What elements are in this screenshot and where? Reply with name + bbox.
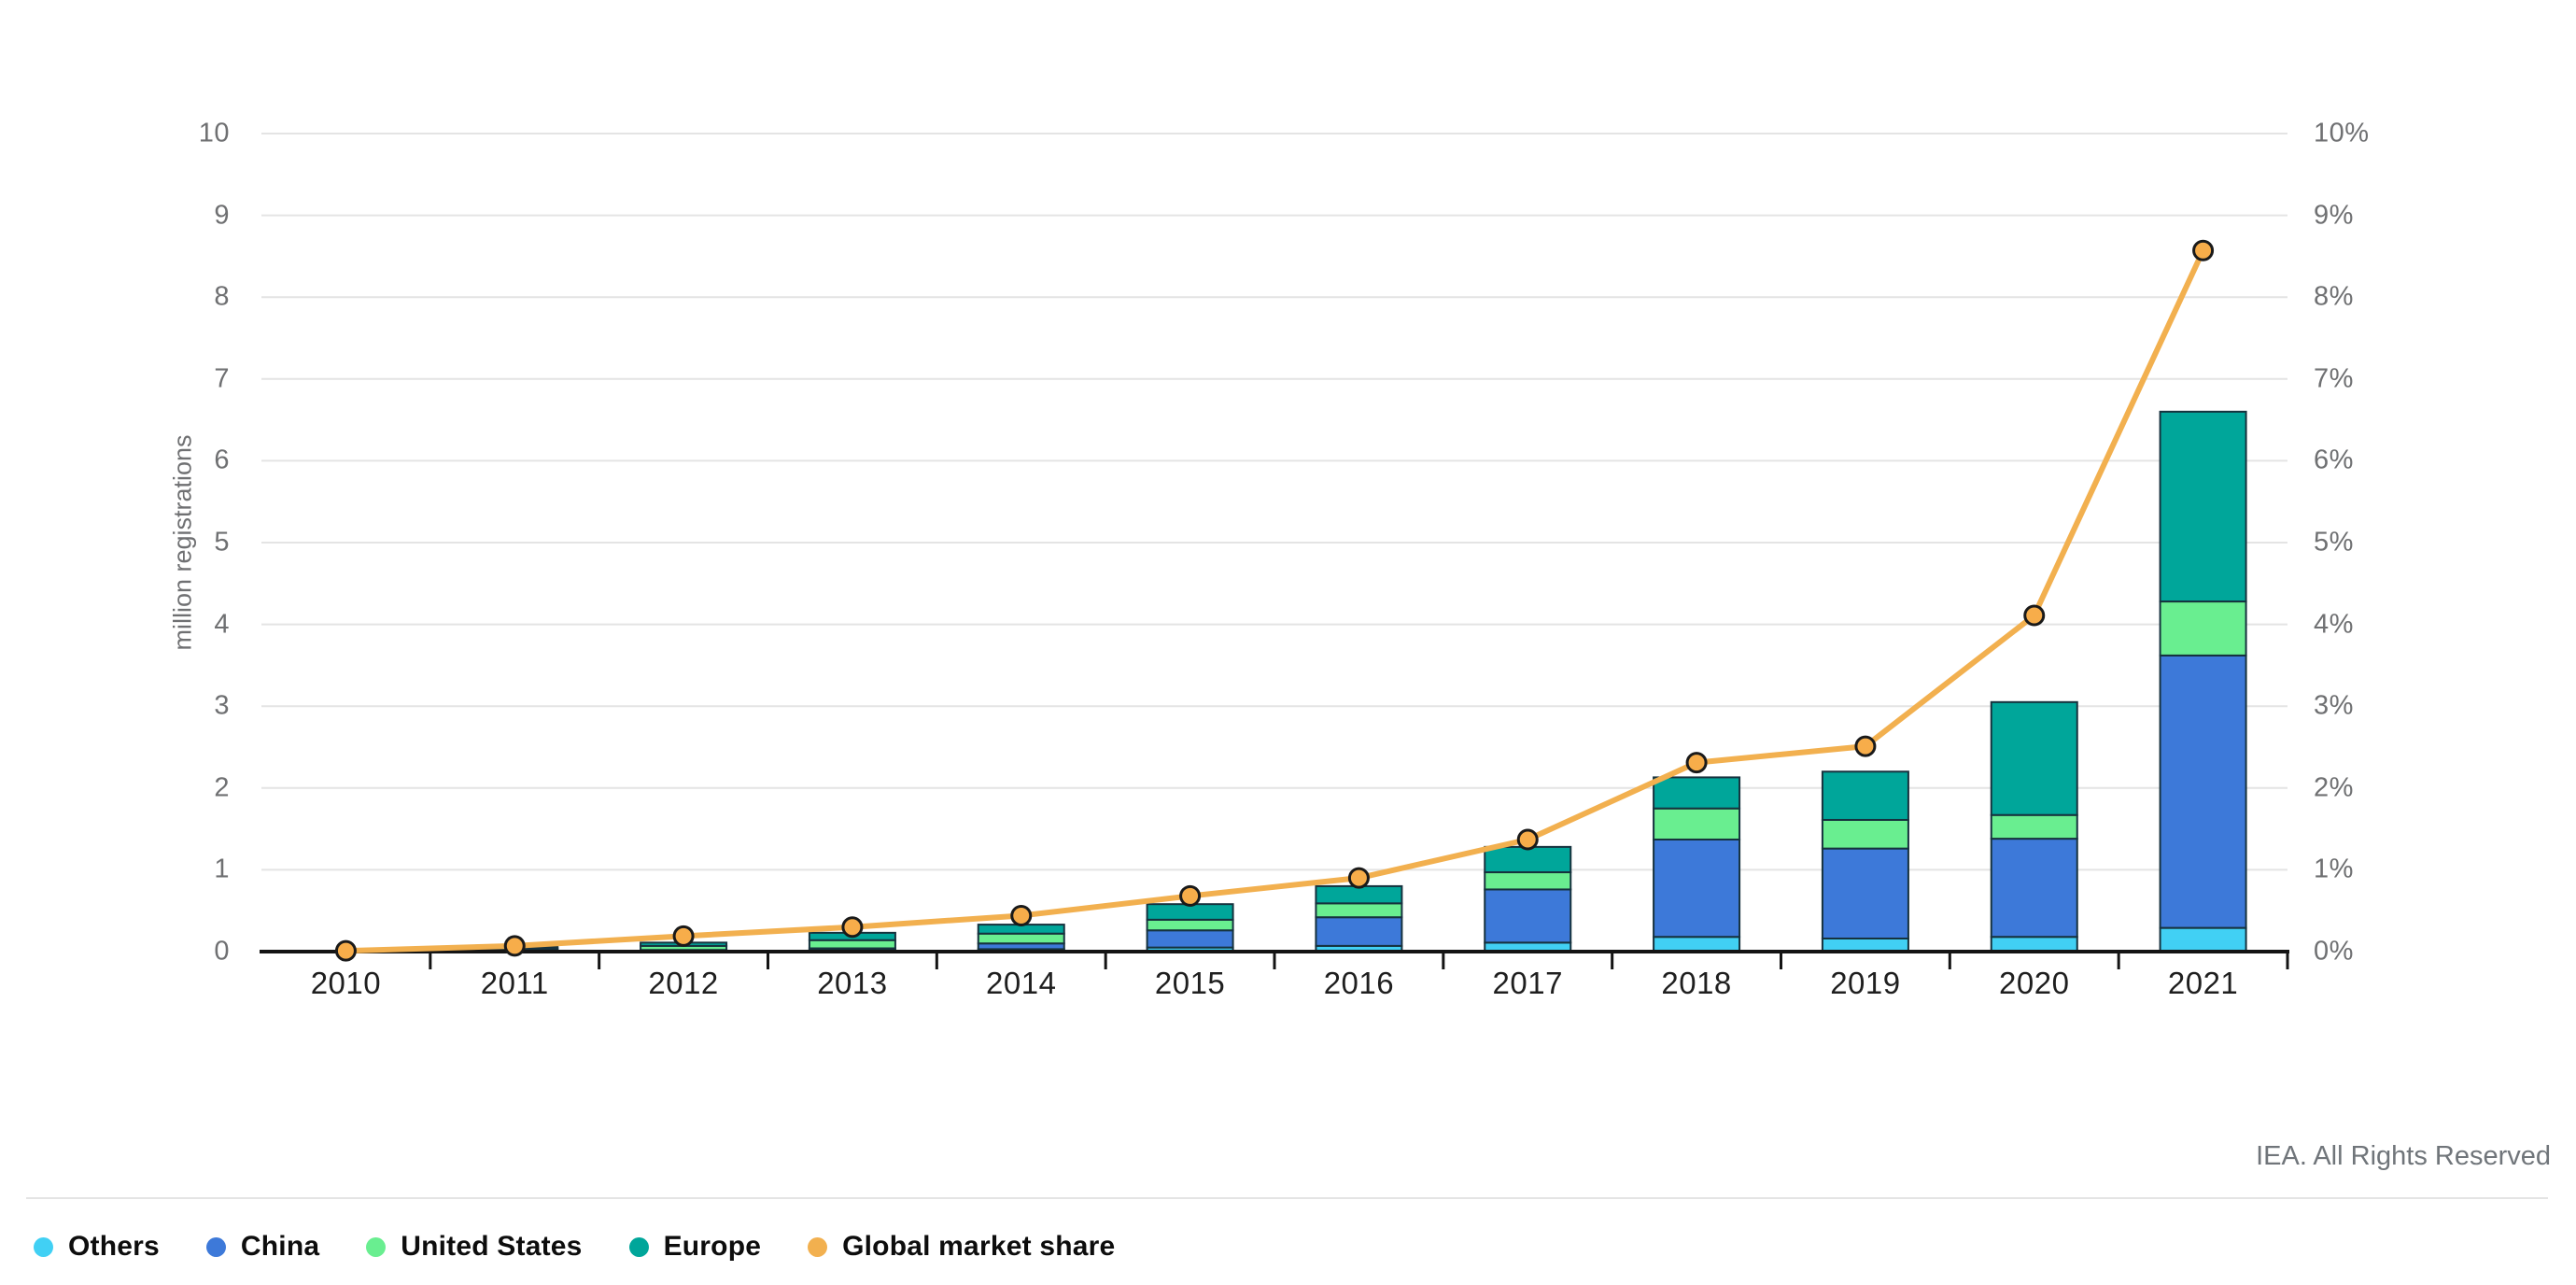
x-tick-label: 2018 <box>1661 966 1732 1000</box>
legend-label: Others <box>68 1231 160 1262</box>
bar-segment-united-states <box>1821 818 1909 850</box>
bar-segment-united-states <box>2159 600 2247 657</box>
y-tick-left: 6 <box>214 445 230 475</box>
y-tick-left: 7 <box>214 363 230 394</box>
y-tick-left: 2 <box>214 772 230 803</box>
x-tick-label: 2020 <box>1999 966 2070 1000</box>
market-share-marker <box>2192 239 2215 261</box>
bar-segment-china <box>1315 916 1403 947</box>
legend-label: Global market share <box>842 1231 1116 1262</box>
legend-dot-icon <box>34 1236 53 1257</box>
y-tick-left: 8 <box>214 281 230 312</box>
x-tick-label: 2011 <box>480 966 549 1000</box>
market-share-marker <box>1010 904 1033 926</box>
y-axis-title: million registrations <box>168 434 197 651</box>
legend-item-global-market-share[interactable]: Global market share <box>808 1231 1115 1263</box>
x-tick-label: 2010 <box>310 966 382 1000</box>
legend-dot-icon <box>628 1236 649 1257</box>
bar-segment-others <box>1653 936 1741 953</box>
bar-segment-europe <box>1653 776 1741 810</box>
market-share-marker <box>1685 752 1708 774</box>
legend-dot-icon <box>205 1236 226 1257</box>
y-tick-left: 3 <box>214 690 230 721</box>
bar-segment-china <box>2159 654 2247 929</box>
legend-label: United States <box>401 1231 583 1262</box>
x-tick-label: 2021 <box>2167 966 2239 1000</box>
bar-segment-others <box>1821 937 1909 953</box>
market-share-line <box>343 247 2206 954</box>
market-share-markers <box>334 239 2215 962</box>
bar-segment-china <box>1990 838 2078 939</box>
bar-segment-china <box>1484 888 1572 944</box>
market-share-marker <box>503 935 526 957</box>
market-share-marker <box>1347 867 1370 889</box>
y-tick-right: 1% <box>2314 854 2354 884</box>
gridlines <box>261 133 2287 871</box>
bar-segment-china <box>1146 929 1234 949</box>
y-tick-right: 7% <box>2314 363 2354 394</box>
y-tick-left: 5 <box>214 527 230 558</box>
x-tick-label: 2017 <box>1492 966 1563 1000</box>
bar-segment-united-states <box>808 939 896 950</box>
market-share-marker <box>2023 604 2046 627</box>
market-share-marker <box>841 916 864 939</box>
x-tick-label: 2014 <box>986 966 1057 1000</box>
legend-label: Europe <box>663 1231 762 1262</box>
y-tick-right: 6% <box>2314 445 2354 475</box>
legend-item-united-states[interactable]: United States <box>366 1231 582 1263</box>
market-share-marker <box>1516 828 1539 851</box>
legend-dot-icon <box>366 1236 387 1257</box>
y-tick-right: 2% <box>2314 772 2354 803</box>
bar-segment-united-states <box>1990 813 2078 840</box>
y-tick-right: 0% <box>2314 936 2354 967</box>
y-tick-right: 5% <box>2314 527 2354 558</box>
plot-svg <box>260 133 2289 969</box>
bar-segment-europe <box>1821 770 1909 821</box>
y-tick-right: 4% <box>2314 609 2354 640</box>
y-tick-left: 1 <box>214 854 230 884</box>
bar-segment-others <box>2159 926 2247 953</box>
x-tick-label: 2013 <box>817 966 888 1000</box>
bar-segment-europe <box>1484 845 1572 874</box>
y-tick-right: 8% <box>2314 281 2354 312</box>
y-tick-right: 9% <box>2314 200 2354 231</box>
x-tick-label: 2016 <box>1323 966 1395 1000</box>
bar-segment-europe <box>2159 410 2247 603</box>
legend-label: China <box>240 1231 320 1262</box>
x-tick-label: 2012 <box>648 966 719 1000</box>
bar-segment-china <box>1653 838 1741 939</box>
bar-segment-europe <box>1990 700 2078 816</box>
market-share-marker <box>334 939 357 962</box>
y-tick-left: 10 <box>198 118 230 148</box>
legend-dot-icon <box>808 1236 828 1257</box>
market-share-marker <box>672 925 695 947</box>
attribution-text: IEA. All Rights Reserved <box>2256 1141 2551 1171</box>
market-share-marker <box>1854 735 1877 757</box>
bar-segment-united-states <box>1315 902 1403 919</box>
legend-item-china[interactable]: China <box>205 1231 320 1263</box>
legend-divider <box>26 1197 2548 1199</box>
y-tick-left: 0 <box>214 936 230 967</box>
x-tick-label: 2019 <box>1830 966 1901 1000</box>
y-tick-right: 10% <box>2314 118 2370 148</box>
bar-segment-others <box>1990 936 2078 953</box>
x-axis <box>260 950 2289 969</box>
bar-segment-united-states <box>977 932 1065 945</box>
bar-segment-europe <box>1315 884 1403 905</box>
legend-item-others[interactable]: Others <box>34 1231 160 1263</box>
bar-segment-united-states <box>1653 807 1741 840</box>
y-tick-left: 4 <box>214 609 230 640</box>
legend: Others China United States Europe Global mar… <box>34 1231 1115 1263</box>
y-tick-left: 9 <box>214 200 230 231</box>
legend-item-europe[interactable]: Europe <box>628 1231 762 1263</box>
market-share-marker <box>1179 884 1202 907</box>
x-tick-label: 2015 <box>1154 966 1226 1000</box>
bar-segment-united-states <box>1146 918 1234 932</box>
bar-segment-united-states <box>1484 871 1572 891</box>
bar-segment-china <box>1821 847 1909 939</box>
y-tick-right: 3% <box>2314 690 2354 721</box>
